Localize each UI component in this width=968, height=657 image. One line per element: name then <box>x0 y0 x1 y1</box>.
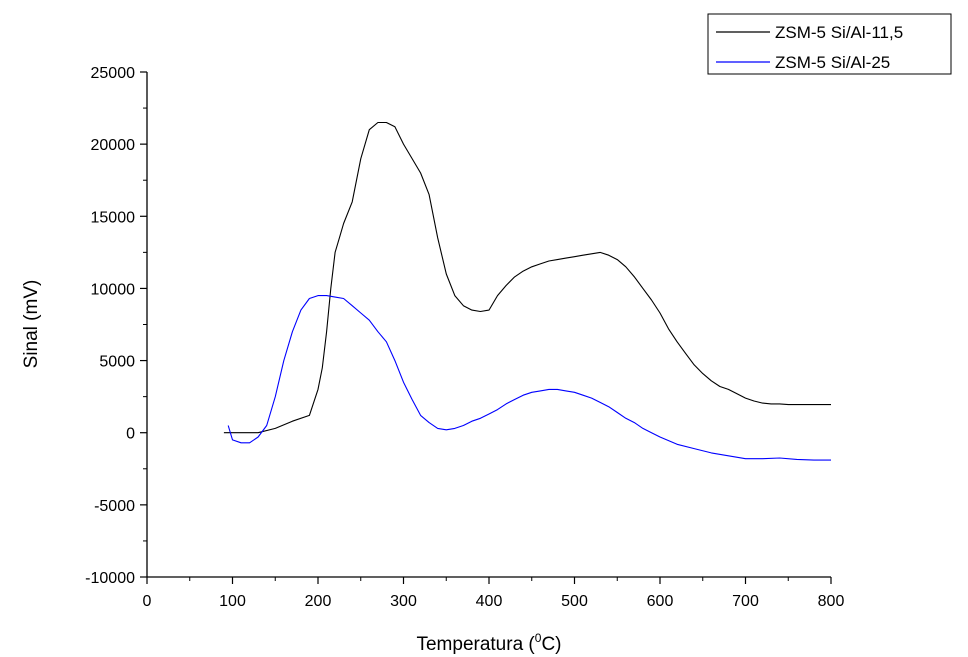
y-tick-label: 0 <box>126 426 135 443</box>
x-axis-title: Temperatura (0C) <box>416 631 561 655</box>
legend-box <box>707 13 952 75</box>
x-tick-label: 600 <box>647 593 674 610</box>
x-tick-label: 0 <box>143 593 152 610</box>
x-tick-label: 400 <box>476 593 503 610</box>
y-tick-label: 25000 <box>91 65 136 82</box>
x-tick-label: 500 <box>561 593 588 610</box>
x-axis-title-suffix: C) <box>541 634 561 655</box>
y-tick-label: -5000 <box>94 498 135 515</box>
x-tick-label: 200 <box>305 593 332 610</box>
x-axis-title-superscript: 0 <box>535 631 542 645</box>
y-axis-title: Sinal (mV) <box>21 280 42 369</box>
legend-label-series-1: ZSM-5 Si/Al-25 <box>775 53 890 72</box>
x-axis-title-main: Temperatura ( <box>416 634 535 655</box>
x-tick-label: 700 <box>732 593 759 610</box>
legend-label-series-0: ZSM-5 Si/Al-11,5 <box>775 23 903 42</box>
axes <box>146 72 831 578</box>
y-tick-label: 10000 <box>91 281 136 298</box>
x-tick-label: 100 <box>219 593 246 610</box>
series-layer <box>223 121 831 461</box>
x-tick-label: 300 <box>390 593 417 610</box>
y-tick-label: 20000 <box>91 137 136 154</box>
series-line-0 <box>223 121 831 434</box>
y-tick-label: 5000 <box>99 354 135 371</box>
x-tick-label: 800 <box>818 593 845 610</box>
legend: ZSM-5 Si/Al-11,5 ZSM-5 Si/Al-25 <box>707 13 952 75</box>
series-line-1 <box>227 295 831 461</box>
y-tick-label: 15000 <box>91 209 136 226</box>
ticks: 0 100 200 300 400 500 600 700 800 -10000 -5000 0 500… <box>85 65 844 610</box>
y-tick-label: -10000 <box>85 570 135 587</box>
